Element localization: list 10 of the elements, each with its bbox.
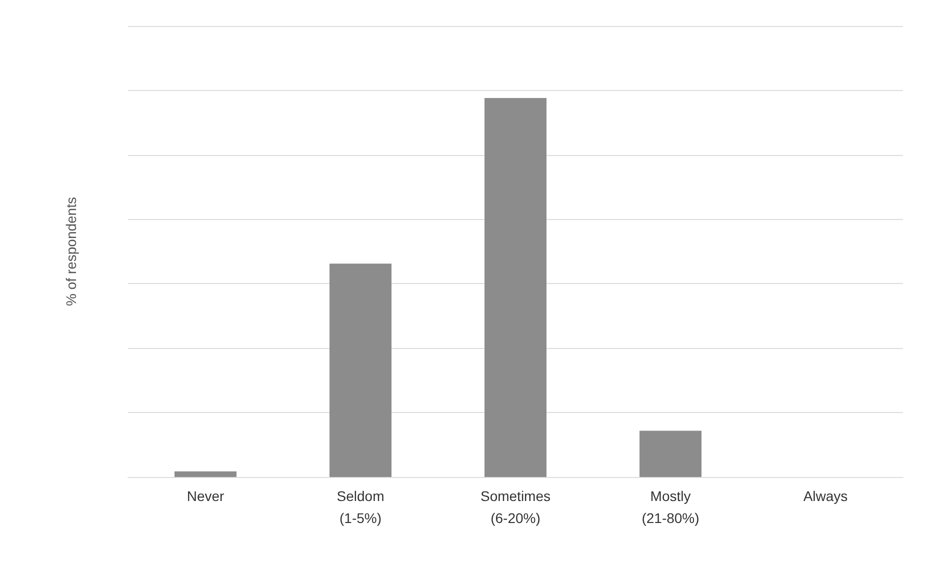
x-tick-label: Never: [186, 488, 225, 504]
x-tick-label: Always: [803, 488, 848, 504]
bar: [640, 430, 702, 477]
x-tick-label: Sometimes (6-20%): [480, 488, 551, 526]
bar: [484, 98, 546, 477]
x-tick-label: Seldom (1-5%): [336, 488, 384, 526]
y-axis-title: % of respondents: [63, 197, 79, 306]
bar: [330, 264, 392, 477]
x-tick-label: Mostly (21-80%): [642, 488, 700, 526]
bar: [174, 471, 236, 477]
